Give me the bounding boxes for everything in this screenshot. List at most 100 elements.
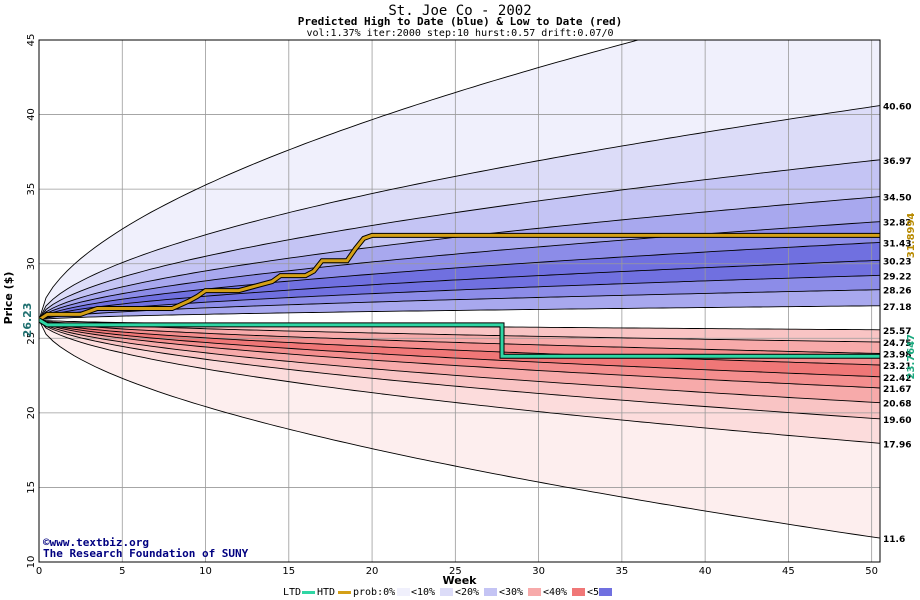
quantile-curve xyxy=(39,319,880,420)
y-tick-label: 35 xyxy=(26,183,37,196)
quantile-curve xyxy=(39,241,880,321)
lower-probability-band-1 xyxy=(39,319,880,354)
x-tick-label: 40 xyxy=(699,566,712,577)
upper-probability-band-4 xyxy=(39,221,880,320)
quantile-value-label: 21.67 xyxy=(883,385,911,395)
x-tick-label: 35 xyxy=(616,566,629,577)
ltd-series-line xyxy=(39,318,880,358)
legend-p10-label: <10% xyxy=(411,587,436,598)
legend-p20-label: <20% xyxy=(455,587,480,598)
quantile-value-label: 32.82 xyxy=(883,219,911,229)
upper-probability-band-6 xyxy=(39,260,880,320)
x-tick-label: 25 xyxy=(449,566,462,577)
quantile-value-label: 23.98 xyxy=(883,350,911,360)
legend-p30-swatch xyxy=(528,588,541,596)
quantile-value-label: 31.43 xyxy=(883,239,911,249)
quantile-value-label: 36.97 xyxy=(883,157,911,167)
lower-probability-band-4 xyxy=(39,319,880,388)
quantile-value-label: 25.57 xyxy=(883,327,911,337)
lower-probability-band-3 xyxy=(39,319,880,377)
legend-ltd-label: LTD xyxy=(283,587,302,598)
lower-probability-band-7 xyxy=(39,319,880,444)
lower-probability-band-8 xyxy=(39,319,880,539)
quantile-value-label: 24.75 xyxy=(883,339,911,349)
y-tick-label: 25 xyxy=(26,332,37,345)
x-tick-label: 20 xyxy=(366,566,379,577)
htd-final-value-label: 31.8994 xyxy=(906,213,917,259)
plot-frame xyxy=(38,39,881,563)
credit-organization: The Research Foundation of SUNY xyxy=(43,547,249,560)
upper-probability-band-2 xyxy=(39,159,880,320)
x-axis-label: Week xyxy=(443,574,478,587)
chart-subtitle: Predicted High to Date (blue) & Low to D… xyxy=(297,15,623,28)
chart-title: St. Joe Co - 2002 xyxy=(388,3,532,19)
legend-htd-swatch xyxy=(338,591,351,594)
upper-probability-band-5 xyxy=(39,242,880,320)
legend-p0-swatch xyxy=(397,588,410,596)
quantile-value-label: 40.60 xyxy=(883,103,911,113)
htd-series-line xyxy=(39,233,880,322)
quantile-curve xyxy=(39,319,880,444)
quantile-curve xyxy=(39,105,880,321)
chart-parameters: vol:1.37% iter:2000 step:10 hurst:0.57 d… xyxy=(306,28,614,39)
legend-prob-label: prob:0% xyxy=(353,587,396,598)
x-tick-label: 0 xyxy=(36,566,42,577)
x-tick-label: 15 xyxy=(282,566,295,577)
quantile-value-label: 11.6 xyxy=(883,535,905,545)
x-tick-label: 10 xyxy=(199,566,212,577)
quantile-curve xyxy=(39,40,641,321)
quantile-curve xyxy=(39,319,880,378)
quantile-value-label: 28.26 xyxy=(883,287,911,297)
quantile-curve xyxy=(39,319,880,389)
quantile-curve xyxy=(39,319,880,404)
quantile-value-label: 20.68 xyxy=(883,400,911,410)
legend-p40-swatch xyxy=(572,588,585,596)
quantile-value-label: 17.96 xyxy=(883,440,911,450)
quantile-curve xyxy=(39,259,880,321)
quantile-value-label: 30.23 xyxy=(883,257,911,267)
quantile-curve xyxy=(39,305,880,321)
quantile-value-label: 19.60 xyxy=(883,416,911,426)
legend-p40-label: <40% xyxy=(543,587,568,598)
plot-area xyxy=(39,40,880,562)
quantile-curve xyxy=(39,319,880,343)
legend-ltd-swatch xyxy=(302,591,315,594)
upper-probability-band-8 xyxy=(39,289,880,320)
upper-probability-band-7 xyxy=(39,275,880,320)
quantile-curve xyxy=(39,159,880,321)
lower-probability-band-6 xyxy=(39,319,880,419)
legend-htd-label: HTD xyxy=(317,587,336,598)
quantile-value-label: 23.21 xyxy=(883,362,911,372)
ltd-final-value-label: 23.7647 xyxy=(906,334,917,380)
quantile-curve xyxy=(39,319,880,354)
y-axis-label: Price ($) xyxy=(2,272,15,325)
y-tick-label: 20 xyxy=(26,406,37,419)
y-tick-label: 45 xyxy=(26,34,37,47)
y-tick-label: 15 xyxy=(26,481,37,494)
start-price-label: 26.23 xyxy=(21,303,34,338)
quantile-curve xyxy=(39,319,880,366)
x-tick-label: 5 xyxy=(119,566,125,577)
quantile-value-label: 34.50 xyxy=(883,194,911,204)
quantile-value-label: 27.18 xyxy=(883,303,911,313)
quantile-curve xyxy=(39,221,880,321)
upper-probability-band-3 xyxy=(39,196,880,320)
quantile-curve xyxy=(39,289,880,321)
lower-probability-band-5 xyxy=(39,319,880,403)
y-tick-label: 30 xyxy=(26,257,37,270)
x-tick-label: 30 xyxy=(532,566,545,577)
y-tick-label: 40 xyxy=(26,108,37,121)
legend-p50-swatch xyxy=(599,588,612,596)
x-tick-label: 45 xyxy=(782,566,795,577)
quantile-value-label: 29.22 xyxy=(883,272,911,282)
upper-probability-band-0 xyxy=(39,40,880,320)
legend-p30-label: <30% xyxy=(499,587,524,598)
quantile-curve xyxy=(39,319,880,539)
credit-website: ©www.textbiz.org xyxy=(43,536,149,549)
upper-probability-band-1 xyxy=(39,105,880,320)
legend-p20-swatch xyxy=(484,588,497,596)
legend-p10-swatch xyxy=(440,588,453,596)
y-tick-label: 10 xyxy=(26,556,37,569)
quantile-value-label: 22.42 xyxy=(883,374,911,384)
